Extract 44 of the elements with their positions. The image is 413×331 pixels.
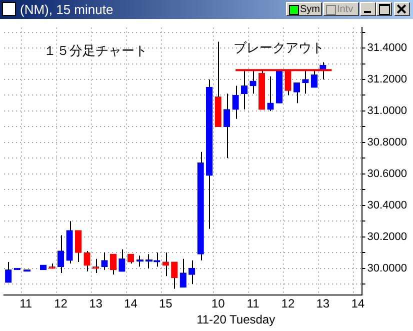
x-tick-label: 14 bbox=[351, 296, 365, 311]
candlestick bbox=[57, 234, 64, 274]
text: Sym bbox=[300, 4, 320, 15]
annotation: ブレークアウト bbox=[234, 40, 325, 56]
candlestick bbox=[293, 82, 300, 104]
text: 11-20 Tuesday bbox=[196, 312, 276, 326]
x-tick-label: 14 bbox=[124, 296, 138, 311]
candlestick bbox=[180, 258, 186, 288]
x-tick-label: 11 bbox=[20, 296, 32, 311]
candlestick bbox=[171, 261, 178, 290]
candlestick bbox=[223, 93, 230, 159]
candlestick bbox=[101, 252, 108, 270]
candlestick bbox=[188, 260, 196, 284]
candlestick bbox=[84, 250, 90, 272]
y-tick-label: 31.2000 bbox=[367, 74, 408, 86]
candlestick bbox=[162, 252, 169, 277]
y-tick-label: 30.8000 bbox=[367, 136, 408, 148]
candlestick bbox=[267, 76, 274, 112]
y-tick-label: 30.0000 bbox=[367, 262, 408, 274]
y-tick-label: 30.4000 bbox=[367, 199, 408, 212]
x-tick-label: 10 bbox=[211, 296, 226, 311]
x-tick-label: 12 bbox=[281, 296, 295, 311]
chart-title: (NM), 15 minute bbox=[20, 2, 114, 17]
candlestick bbox=[74, 230, 82, 262]
y-tick-label: 30.6000 bbox=[367, 168, 408, 180]
y-tick-label: 30.2000 bbox=[367, 230, 408, 243]
candlestick bbox=[92, 258, 100, 274]
x-tick-label: 15 bbox=[158, 296, 173, 311]
candlestick bbox=[250, 70, 256, 94]
candlestick bbox=[110, 254, 117, 276]
x-tick-label: 11 bbox=[246, 296, 260, 311]
text: Intv bbox=[337, 4, 354, 15]
x-tick-label: 13 bbox=[316, 296, 330, 311]
candlestick bbox=[5, 261, 12, 283]
y-tick-label: 31.4000 bbox=[367, 42, 408, 54]
candlestick bbox=[232, 85, 239, 120]
candlestick bbox=[310, 70, 318, 88]
y-tick-label: 31.0000 bbox=[367, 104, 408, 117]
candlestick bbox=[118, 248, 126, 272]
annotation: １５分足チャート bbox=[44, 44, 148, 59]
x-tick-label: 13 bbox=[89, 296, 103, 311]
candlestick bbox=[302, 70, 309, 94]
candlestick bbox=[240, 70, 248, 110]
x-tick-label: 12 bbox=[54, 296, 68, 311]
